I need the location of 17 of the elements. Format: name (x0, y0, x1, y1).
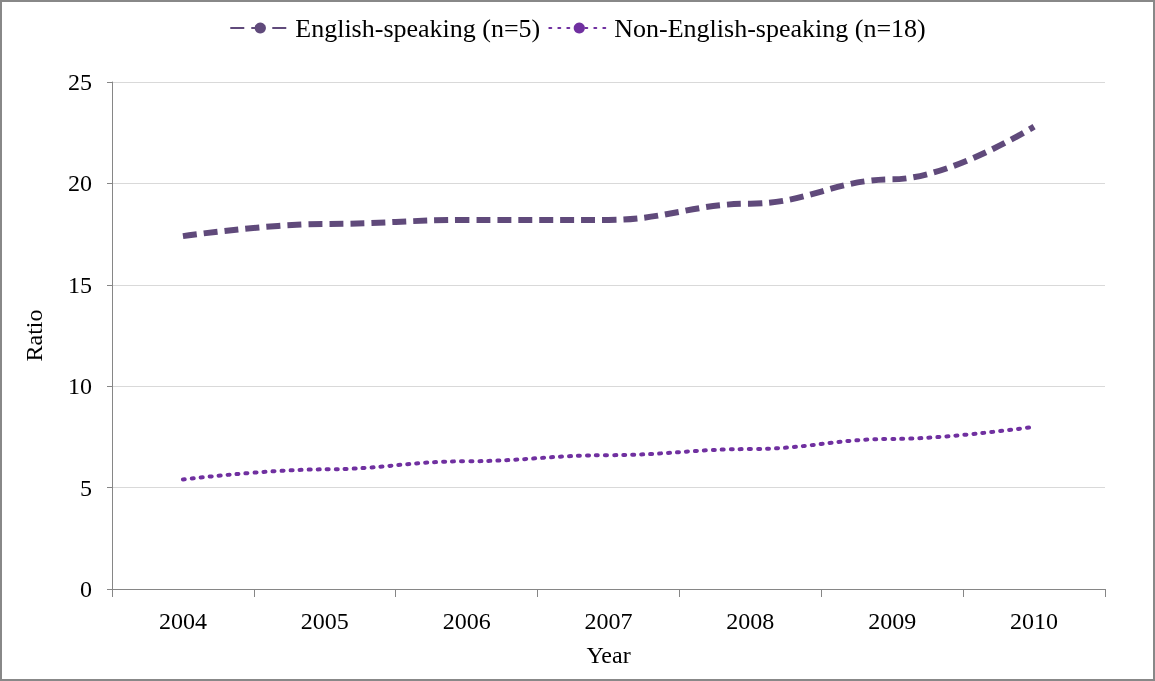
y-tick-label: 0 (80, 576, 92, 602)
y-tick-label: 20 (68, 170, 92, 197)
y-axis-title: Ratio (21, 309, 47, 362)
x-tick-label: 2010 (1010, 608, 1059, 634)
legend-label: English-speaking (n=5) (295, 13, 541, 43)
x-tick-label: 2006 (442, 608, 491, 634)
x-tick-label: 2004 (158, 608, 207, 634)
x-tick-label: 2007 (584, 608, 633, 634)
x-axis-title: Year (586, 642, 631, 668)
y-tick-label: 15 (68, 271, 92, 298)
y-tick-label: 10 (68, 373, 92, 400)
x-tick-label: 2008 (726, 608, 775, 634)
x-tick-label: 2009 (868, 608, 917, 634)
y-tick-label: 25 (68, 69, 92, 95)
y-tick-label: 5 (80, 474, 92, 501)
legend-label: Non-English-speaking (n=18) (614, 13, 926, 43)
x-tick-label: 2005 (300, 608, 349, 634)
